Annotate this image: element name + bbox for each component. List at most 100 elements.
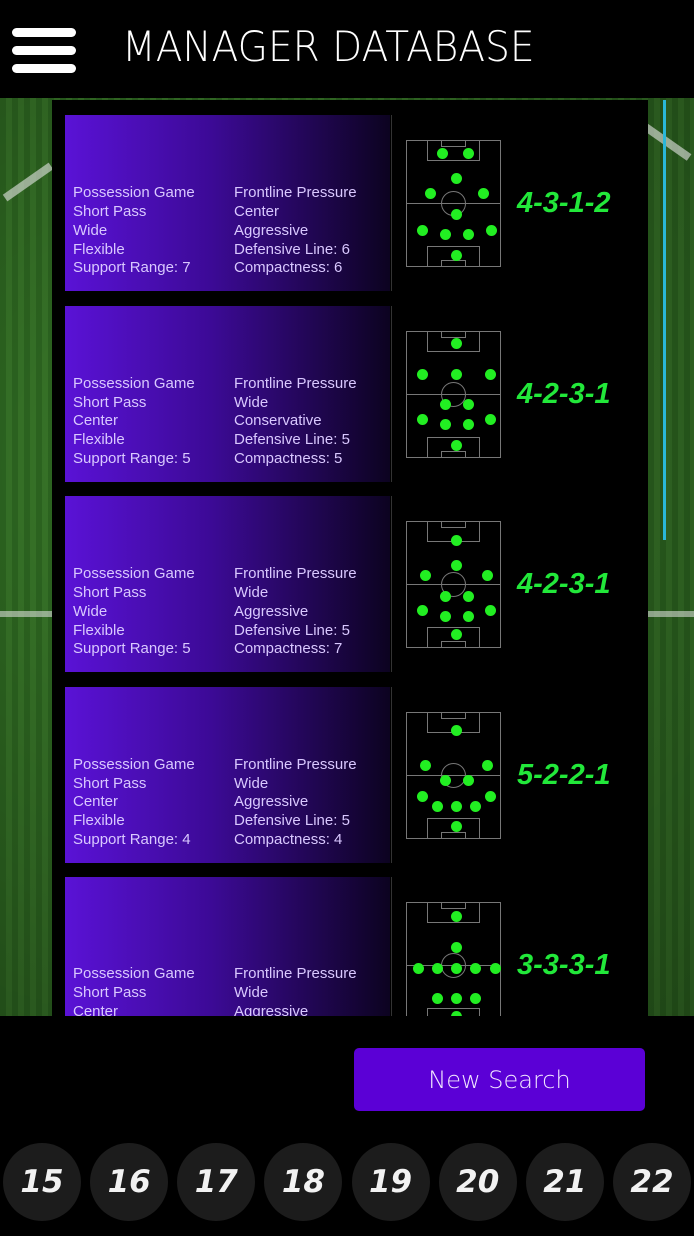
tactic-line: Possession Game [73,565,195,583]
formation-pitch [406,330,501,458]
tactics-right-column: Frontline Pressure Center Aggressive Defens… [234,184,357,278]
player-dot [481,569,493,581]
page-button-21[interactable]: 21 [525,1143,604,1221]
player-dot [439,399,451,410]
player-dot [469,962,481,974]
tactic-line: Conservative [234,412,322,430]
tactic-line: Aggressive [234,793,309,811]
tactic-line: Defensive Line: 5 [234,812,350,830]
player-dot [416,414,428,425]
manager-card[interactable]: Possession Game Short Pass Center Flexible S… [65,686,635,863]
page-button-20[interactable]: 20 [438,1143,517,1221]
new-search-button[interactable]: New Search [354,1048,645,1111]
formation-pitch [406,711,501,839]
tactic-line: Center [73,1002,119,1016]
tactic-line: Flexible [73,812,125,830]
tactic-line: Wide [73,221,108,239]
pitch-marking [2,162,54,202]
player-dot [484,414,496,425]
player-dot [450,172,462,184]
player-dot [431,801,443,812]
tactics-summary: Possession Game Short Pass Center Flexible S… [65,686,390,863]
manager-card[interactable]: Possession Game Short Pass Wide Flexible Sup… [65,115,635,291]
player-dot [484,369,496,380]
player-dot [485,224,497,236]
player-dot [450,534,462,546]
player-dot [469,992,481,1004]
player-dot [439,590,451,602]
tactic-line: Short Pass [73,393,147,411]
divider [391,686,392,863]
tactic-line: Short Pass [73,584,147,602]
tactic-line: Frontline Pressure [234,565,357,583]
tactic-line: Aggressive [234,602,309,620]
formation-label: 3-3-3-1 [517,949,611,981]
tactic-line: Frontline Pressure [234,965,357,983]
player-dot [439,228,451,240]
tactics-right-column: Frontline Pressure Wide Conservative Defens… [234,375,357,469]
player-dot [419,569,431,581]
page-button-17[interactable]: 17 [177,1143,256,1221]
player-dot [450,559,462,571]
tactic-line: Wide [73,602,108,620]
tactic-line: Flexible [73,240,125,258]
formation-label: 4-2-3-1 [517,377,611,410]
tactic-line: Support Range: 4 [73,830,191,848]
tactic-line: Flexible [73,621,125,639]
tactic-line: Support Range: 5 [73,640,191,658]
tactic-line: Defensive Line: 6 [234,240,350,258]
page-button-18[interactable]: 18 [264,1143,343,1221]
tactic-line: Frontline Pressure [234,184,357,202]
tactic-line: Center [234,203,280,221]
page-button-22[interactable]: 22 [612,1143,691,1221]
player-dot [412,962,424,974]
formation-label: 5-2-2-1 [517,758,611,791]
app-header: MANAGER DATABASE [0,0,694,98]
tactic-line: Possession Game [73,755,195,773]
player-dot [416,224,428,236]
manager-card[interactable]: Possession Game Short Pass Wide Flexible Sup… [65,496,635,672]
page-button-15[interactable]: 15 [3,1143,81,1221]
player-dot [462,228,474,240]
player-dot [419,760,431,771]
tactic-line: Support Range: 7 [73,259,191,277]
player-dot [450,821,462,832]
divider [391,496,392,672]
tactics-left-column: Possession Game Short Pass Wide Flexible Sup… [73,184,195,278]
player-dot [489,962,501,974]
tactics-left-column: Possession Game Short Pass Wide Flexible Sup… [73,565,195,659]
scrollbar[interactable] [663,100,666,540]
player-dot [416,369,428,380]
player-dot [439,610,451,622]
hamburger-menu-icon[interactable] [12,28,76,74]
page-button-19[interactable]: 19 [351,1143,430,1221]
player-dot [477,187,489,199]
divider [391,115,392,291]
tactic-line: Short Pass [73,774,147,792]
tactic-line: Wide [234,393,269,411]
player-dot [484,791,496,802]
manager-card[interactable]: Possession Game Short Pass Center Flexible S… [65,305,635,482]
page-button-16[interactable]: 16 [90,1143,169,1221]
tactic-line: Support Range: 5 [73,449,191,467]
player-dot [462,399,474,410]
player-dot [462,610,474,622]
player-dot [450,1010,462,1016]
manager-list[interactable]: Possession Game Short Pass Wide Flexible Sup… [52,100,648,1016]
player-dot [481,760,493,771]
divider [391,305,392,482]
formation-pitch [406,521,501,648]
player-dot [450,369,462,380]
tactic-line: Compactness: 6 [234,259,343,277]
player-dot [431,962,443,974]
player-dot [462,775,474,786]
tactic-line: Defensive Line: 5 [234,431,350,449]
player-dot [431,992,443,1004]
player-dot [450,338,462,349]
player-dot [439,775,451,786]
tactic-line: Aggressive [234,1002,309,1016]
tactic-line: Wide [234,983,269,1001]
tactic-line: Aggressive [234,221,309,239]
tactics-right-column: Frontline PressureWideAggressiveDefensiv… [234,965,357,1016]
